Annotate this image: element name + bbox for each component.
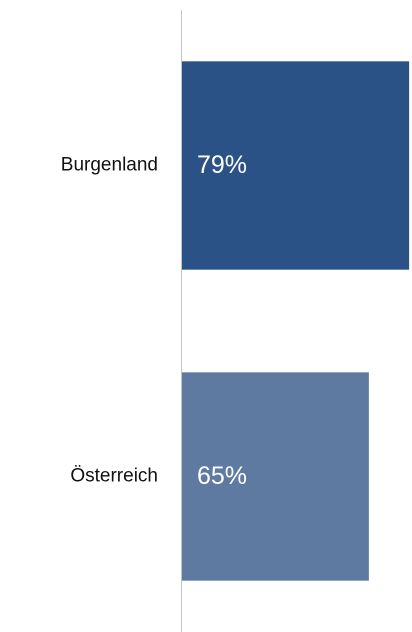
category-label: Burgenland	[61, 155, 158, 176]
value-label: 79%	[197, 151, 247, 179]
value-label: 65%	[197, 462, 247, 490]
category-label: Österreich	[70, 466, 158, 487]
bar	[182, 61, 410, 270]
bar	[182, 372, 369, 581]
